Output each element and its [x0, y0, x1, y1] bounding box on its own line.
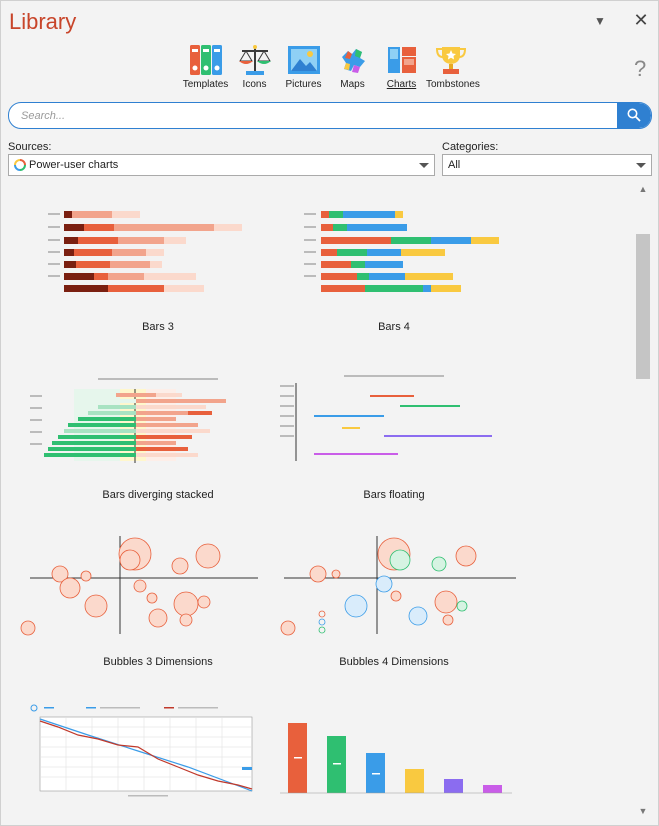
tab-tombstones-label: Tombstones: [426, 79, 480, 90]
bars-floating-thumbnail: [280, 375, 492, 461]
categories-select[interactable]: All: [442, 154, 652, 176]
gallery-item-bars-3[interactable]: Bars 3: [8, 181, 308, 341]
gallery-item-caption: Bubbles 4 Dimensions: [339, 656, 449, 668]
categories-value: All: [448, 159, 461, 171]
gallery-item-caption: Bars floating: [363, 489, 425, 501]
bars-3-thumbnail: [48, 211, 242, 292]
tab-pictures[interactable]: Pictures: [279, 41, 328, 95]
gallery-item-bars-diverging-stacked[interactable]: Bars diverging stacked: [8, 371, 308, 511]
sources-select[interactable]: Power-user charts: [8, 154, 435, 176]
bars-diverging-stacked-thumbnail: [30, 378, 226, 463]
tab-icons[interactable]: Icons: [230, 41, 279, 95]
chart-icon: [387, 47, 416, 73]
help-icon[interactable]: ?: [634, 56, 647, 81]
tab-maps[interactable]: Maps: [328, 41, 377, 95]
chevron-down-icon: [636, 163, 646, 168]
close-button[interactable]: ✕: [633, 10, 649, 30]
gallery-item-bubbles-3-dimensions[interactable]: Bubbles 3 Dimensions: [8, 536, 308, 676]
sources-label: Sources:: [8, 141, 52, 153]
chevron-down-icon: [419, 163, 429, 168]
title-bar: Library ▼ ✕: [1, 1, 658, 41]
tab-pictures-label: Pictures: [285, 79, 322, 90]
tab-templates[interactable]: Templates: [181, 41, 230, 95]
sources-value: Power-user charts: [29, 159, 119, 171]
search-button[interactable]: [617, 103, 651, 128]
tab-charts-label: Charts: [386, 79, 417, 90]
bars-4-thumbnail: [304, 211, 499, 292]
power-user-logo-icon: [14, 159, 26, 171]
categories-label: Categories:: [442, 141, 499, 153]
gallery-item-caption: Bars 3: [142, 321, 174, 333]
tab-icons-label: Icons: [242, 79, 267, 90]
templates-icon: [189, 45, 222, 75]
gallery-item-caption: Bars 4: [378, 321, 410, 333]
tab-templates-label: Templates: [182, 79, 229, 90]
scroll-up-icon[interactable]: ▲: [638, 184, 648, 194]
scroll-down-icon[interactable]: ▼: [638, 806, 648, 816]
chart-gallery: Bars 3 Bars 4: [8, 181, 634, 821]
line-chart-thumbnail: [30, 704, 253, 797]
scales-icon: [238, 45, 271, 75]
tab-maps-label: Maps: [340, 79, 365, 90]
gallery-item-line-chart[interactable]: [8, 701, 308, 821]
tab-tombstones[interactable]: Tombstones: [426, 41, 480, 95]
gallery-item-bars-4[interactable]: Bars 4: [244, 181, 544, 341]
column-chart-thumbnail: [280, 723, 512, 794]
gallery-scrollbar[interactable]: ▲ ▼: [635, 181, 651, 821]
scroll-thumb[interactable]: [636, 234, 650, 379]
gallery-item-column-chart[interactable]: [244, 701, 544, 821]
library-tabs: Templates Icons Pictures: [181, 41, 480, 95]
gallery-item-bubbles-4-dimensions[interactable]: Bubbles 4 Dimensions: [244, 536, 544, 676]
search-input[interactable]: [21, 103, 611, 128]
tab-charts[interactable]: Charts: [377, 41, 426, 95]
search-icon: [627, 108, 641, 122]
panel-menu-button[interactable]: ▼: [594, 14, 606, 28]
gallery-item-caption: Bars diverging stacked: [102, 489, 214, 501]
gallery-item-bars-floating[interactable]: Bars floating: [244, 371, 544, 511]
bubbles-3-dimensions-thumbnail: [20, 536, 258, 636]
map-icon: [341, 49, 365, 73]
search-bar: [8, 102, 652, 129]
picture-icon: [287, 46, 320, 74]
panel-title: Library: [9, 9, 77, 34]
trophy-icon: [435, 47, 466, 74]
gallery-item-caption: Bubbles 3 Dimensions: [103, 656, 213, 668]
bubbles-4-dimensions-thumbnail: [280, 536, 516, 636]
